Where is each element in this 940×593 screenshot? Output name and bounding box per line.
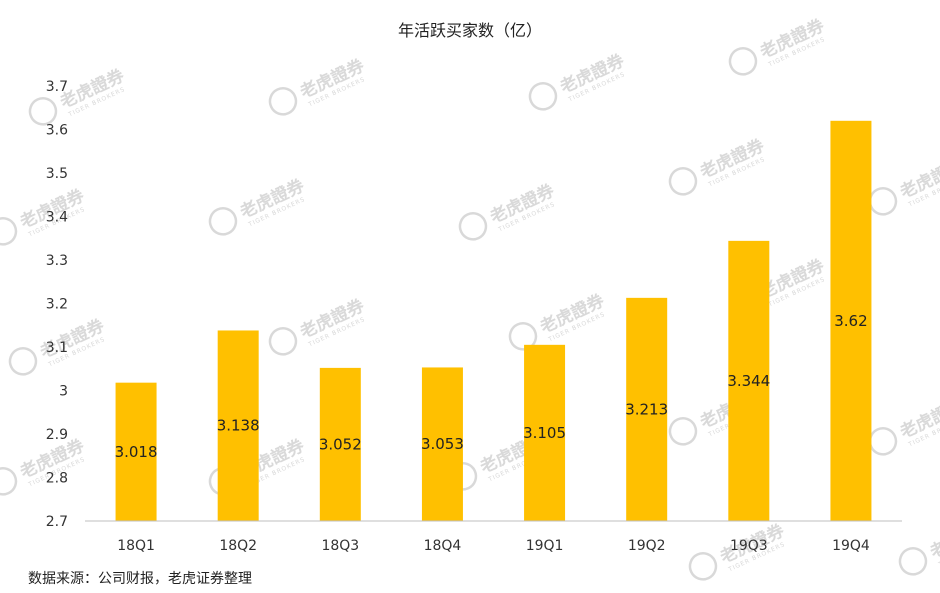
y-tick-label: 3 <box>59 384 68 400</box>
x-tick-label: 19Q4 <box>832 538 870 554</box>
x-tick-label: 19Q1 <box>526 538 564 554</box>
y-tick-label: 3.2 <box>46 297 68 313</box>
tiger-icon <box>668 167 698 196</box>
tiger-icon <box>208 207 238 236</box>
bar-data-label: 3.053 <box>421 435 464 453</box>
bar-data-label: 3.138 <box>217 417 260 435</box>
tiger-icon <box>268 327 298 356</box>
bar <box>830 120 872 522</box>
tiger-icon <box>0 217 18 246</box>
bar-data-label: 3.344 <box>727 372 770 390</box>
y-tick-label: 3.1 <box>46 340 68 356</box>
bar <box>115 382 157 521</box>
tiger-icon <box>28 97 58 126</box>
source-note: 数据来源：公司财报，老虎证券整理 <box>28 571 252 587</box>
x-tick-label: 18Q3 <box>321 538 359 554</box>
tiger-icon <box>268 87 298 116</box>
data-labels: 3.018 3.138 3.052 3.053 3.105 3.213 3.344 3.62 <box>115 312 868 461</box>
tiger-icon <box>528 82 558 111</box>
y-tick-label: 2.8 <box>46 471 68 487</box>
bar-data-label: 3.213 <box>625 400 668 418</box>
bar <box>217 330 259 521</box>
x-tick-label: 18Q2 <box>219 538 257 554</box>
chart-title: 年活跃买家数（亿） <box>398 21 542 40</box>
bar <box>319 367 361 521</box>
bar <box>728 240 770 522</box>
y-tick-label: 3.4 <box>46 210 68 226</box>
tiger-icon <box>458 212 488 241</box>
tiger-icon <box>668 417 698 446</box>
y-tick-label: 3.6 <box>46 123 68 139</box>
y-tick-label: 3.3 <box>46 253 68 269</box>
x-tick-label: 19Q3 <box>730 538 768 554</box>
bar <box>421 367 463 521</box>
bar <box>626 297 668 521</box>
tiger-icon <box>8 347 38 376</box>
x-tick-label: 18Q4 <box>424 538 462 554</box>
bar-data-label: 3.052 <box>319 435 362 453</box>
bar <box>524 344 566 521</box>
x-tick-label: 19Q2 <box>628 538 666 554</box>
x-axis-ticks: 18Q1 18Q2 18Q3 18Q4 19Q1 19Q2 19Q3 19Q4 <box>117 538 870 554</box>
bar-data-label: 3.105 <box>523 424 566 442</box>
bar-data-label: 3.62 <box>834 312 867 330</box>
y-axis-ticks: 2.7 2.8 2.9 3 3.1 3.2 3.3 3.4 3.5 3.6 3.7 <box>46 79 68 530</box>
y-tick-label: 3.7 <box>46 79 68 95</box>
bars <box>115 120 872 522</box>
tiger-icon <box>728 47 758 76</box>
tiger-icon <box>688 552 718 581</box>
bar-data-label: 3.018 <box>115 443 158 461</box>
y-tick-label: 3.5 <box>46 166 68 182</box>
tiger-icon <box>898 547 928 576</box>
x-tick-label: 18Q1 <box>117 538 155 554</box>
watermark-brand: 老虎證券 <box>926 515 940 564</box>
tiger-icon <box>0 467 18 496</box>
y-tick-label: 2.7 <box>46 514 68 530</box>
y-tick-label: 2.9 <box>46 427 68 443</box>
